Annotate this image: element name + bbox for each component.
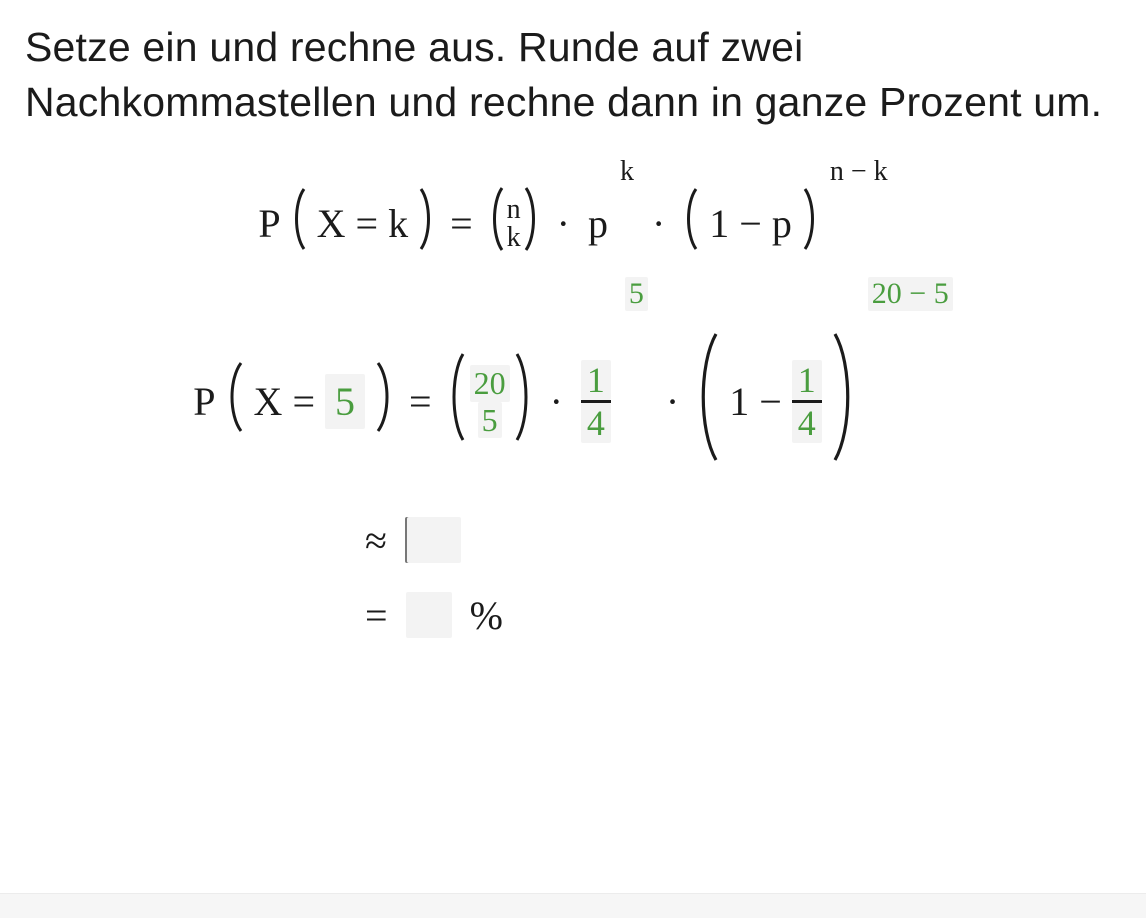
eq-symbol: = xyxy=(365,592,388,639)
fraction-q: 1 4 xyxy=(792,360,822,443)
sym-eq3: = xyxy=(292,378,315,425)
rparen-binom2 xyxy=(514,352,532,452)
fill-frac1-num[interactable]: 1 xyxy=(581,360,611,400)
fill-frac1-den[interactable]: 4 xyxy=(581,403,611,443)
lparen-huge xyxy=(697,332,719,472)
sym-X2: X xyxy=(254,378,283,425)
percent-sign: % xyxy=(470,592,503,639)
fill-frac2-num[interactable]: 1 xyxy=(792,360,822,400)
fraction-p: 1 4 xyxy=(581,360,611,443)
fill-exp1[interactable]: 5 xyxy=(625,277,648,311)
binomial-coeff: n k xyxy=(489,186,539,262)
dot-1: · xyxy=(549,200,578,247)
dot-2: · xyxy=(644,200,673,247)
rparen-1mp xyxy=(802,187,818,261)
inner-one: 1 xyxy=(729,378,749,425)
sup-nmk: n − k xyxy=(830,156,888,188)
input-decimal[interactable] xyxy=(405,517,461,563)
sym-P: P xyxy=(258,200,280,247)
rparen-big-1 xyxy=(375,361,393,443)
lparen-1mp xyxy=(683,187,699,261)
substituted-formula: P X = 5 = 20 5 xyxy=(25,332,1121,472)
fill-frac2-den[interactable]: 4 xyxy=(792,403,822,443)
approx-row: ≈ xyxy=(365,517,461,564)
sym-kvar: k xyxy=(388,200,408,247)
math-area: P X = k = n k xyxy=(25,186,1121,639)
dot-4: · xyxy=(658,378,687,425)
input-percent[interactable] xyxy=(406,592,452,638)
lparen-big-1 xyxy=(226,361,244,443)
sup-k: k xyxy=(620,156,634,188)
fill-exp2[interactable]: 20 − 5 xyxy=(868,277,953,311)
one-minus-p: 1 − p xyxy=(709,200,792,247)
sym-P2: P xyxy=(193,378,215,425)
lparen-binom xyxy=(489,186,505,262)
sym-p: p xyxy=(588,200,608,247)
fill-k-value[interactable]: 5 xyxy=(325,374,365,429)
approx-symbol: ≈ xyxy=(365,517,387,564)
sym-eq4: = xyxy=(403,378,438,425)
binomial-formula: P X = k = n k xyxy=(25,186,1121,262)
rparen-small-1 xyxy=(418,187,434,261)
sym-eq1: = xyxy=(356,200,379,247)
percent-row: = % xyxy=(365,592,503,639)
inner-minus: − xyxy=(759,378,782,425)
rparen-huge xyxy=(832,332,854,472)
fill-binom-top[interactable]: 20 xyxy=(470,365,510,402)
sym-X: X xyxy=(317,200,346,247)
lparen-binom2 xyxy=(448,352,466,452)
answer-block: ≈ = % xyxy=(365,517,1121,639)
binom-n: n xyxy=(507,196,521,224)
dot-3: · xyxy=(542,378,571,425)
binomial-filled: 20 5 xyxy=(448,352,532,452)
binom-k: k xyxy=(507,224,521,252)
sym-eq2: = xyxy=(444,200,479,247)
instruction-text: Setze ein und rechne aus. Runde auf zwei… xyxy=(25,20,1121,131)
lparen-small-1 xyxy=(291,187,307,261)
fill-binom-bot[interactable]: 5 xyxy=(478,402,502,439)
rparen-binom xyxy=(523,186,539,262)
footer-strip xyxy=(0,893,1146,918)
